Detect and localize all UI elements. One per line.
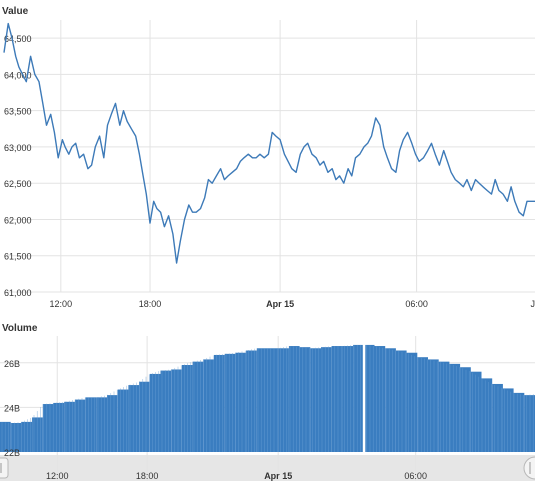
value-y-tick: 62,000 [4, 215, 32, 225]
value-y-tick: 63,000 [4, 143, 32, 153]
volume-bar [225, 354, 236, 452]
volume-x-tick: 18:00 [136, 471, 159, 481]
volume-bar [385, 348, 396, 452]
volume-bar [193, 362, 204, 452]
volume-bar [32, 417, 43, 452]
volume-bar [332, 346, 343, 452]
value-x-tick: 06:00 [405, 299, 428, 309]
volume-bar [268, 348, 279, 452]
volume-bar [396, 351, 407, 453]
volume-bar [139, 382, 150, 452]
volume-y-tick: 22B [4, 448, 20, 458]
value-y-tick: 64,500 [4, 34, 32, 44]
volume-y-tick: 24B [4, 403, 20, 413]
value-y-tick: 62,500 [4, 179, 32, 189]
volume-bar [364, 345, 375, 452]
volume-bar [75, 400, 86, 452]
volume-bar [375, 346, 386, 452]
volume-x-tick: Apr 15 [264, 471, 292, 481]
value-y-tick: 63,500 [4, 107, 32, 117]
value-line [4, 24, 535, 263]
volume-bar [300, 347, 311, 452]
volume-bar [482, 378, 493, 452]
volume-bar [257, 348, 268, 452]
volume-bar [43, 404, 54, 452]
volume-bar [289, 346, 300, 452]
volume-bar [171, 369, 182, 452]
volume-bar [417, 357, 428, 452]
value-x-tick: 18:00 [139, 299, 162, 309]
volume-series [0, 336, 535, 452]
volume-panel-title: Volume [2, 323, 38, 334]
value-x-tick: Apr 15 [266, 299, 294, 309]
value-y-tick: 61,000 [4, 288, 32, 298]
volume-bar [214, 355, 225, 452]
volume-bar [54, 403, 65, 452]
navigator-left-handle[interactable] [0, 458, 8, 478]
value-panel-title: Value [2, 6, 29, 17]
volume-bar [514, 393, 525, 452]
volume-bar [235, 353, 246, 452]
volume-x-tick: 06:00 [404, 471, 427, 481]
value-series [4, 24, 535, 263]
volume-bar [203, 359, 214, 452]
value-x-tick-labels: 12:00 18:00 Apr 15 06:00 J [50, 299, 535, 309]
volume-bar [321, 347, 332, 452]
volume-gap-marker [363, 336, 366, 452]
volume-x-tick: 12:00 [46, 471, 69, 481]
volume-y-tick: 26B [4, 359, 20, 369]
volume-bar [449, 364, 460, 452]
value-x-tick: 12:00 [50, 299, 73, 309]
volume-bar [353, 345, 364, 452]
volume-bar [107, 395, 118, 452]
value-x-tick: J [531, 299, 535, 309]
value-y-tick: 61,500 [4, 252, 32, 262]
volume-bar [21, 422, 32, 452]
